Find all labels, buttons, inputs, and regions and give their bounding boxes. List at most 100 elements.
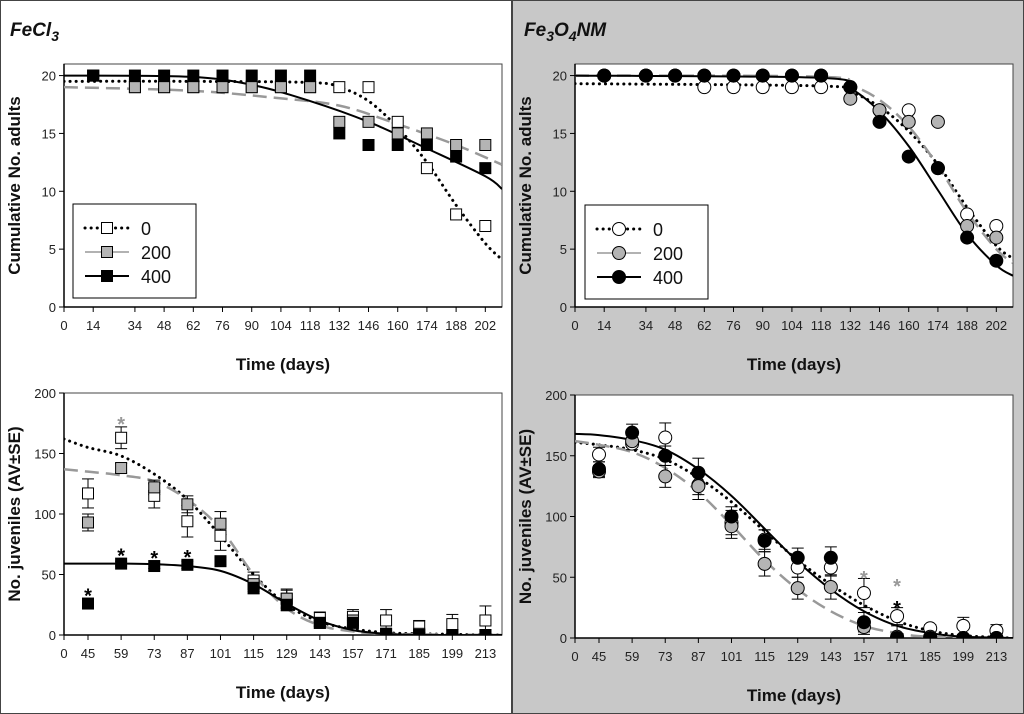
data-point-400 xyxy=(450,150,463,163)
x-axis-label: Time (days) xyxy=(747,355,841,374)
x-tick-label: 171 xyxy=(886,649,908,664)
fit-line-400 xyxy=(64,74,502,190)
plot-content xyxy=(575,422,1013,638)
x-tick-label: 129 xyxy=(276,646,298,661)
data-point-400 xyxy=(757,533,772,548)
data-point-200 xyxy=(128,81,141,94)
x-tick-label: 45 xyxy=(81,646,95,661)
data-point-0 xyxy=(362,81,375,94)
x-tick-label: 188 xyxy=(956,318,978,333)
fit-line-200 xyxy=(64,467,502,635)
legend-box xyxy=(584,204,709,300)
data-point-400 xyxy=(923,631,938,638)
x-tick-label: 0 xyxy=(60,318,67,333)
right-panel-title: Fe3O4NM xyxy=(524,20,607,44)
data-point-200 xyxy=(362,115,375,128)
significance-asterisk: * xyxy=(117,546,125,568)
data-point-400 xyxy=(956,631,971,638)
data-point-200 xyxy=(187,81,200,94)
data-point-0 xyxy=(989,219,1004,233)
x-axis-label: Time (days) xyxy=(236,355,330,374)
x-tick-label: 199 xyxy=(952,649,974,664)
x-tick-label: 34 xyxy=(639,318,653,333)
data-point-400 xyxy=(128,69,141,82)
y-axis-label: Cumulative No. adults xyxy=(516,96,535,275)
x-tick-label: 143 xyxy=(309,646,331,661)
data-point-400 xyxy=(413,629,426,635)
significance-asterisk: * xyxy=(117,414,125,436)
x-tick-label: 132 xyxy=(839,318,861,333)
data-point-200 xyxy=(872,103,887,118)
data-point-400 xyxy=(930,161,945,176)
x-tick-label: 174 xyxy=(927,318,949,333)
data-point-400 xyxy=(214,555,227,568)
x-tick-label: 14 xyxy=(86,318,100,333)
x-tick-label: 115 xyxy=(243,646,264,661)
data-point-400 xyxy=(158,69,171,82)
x-tick-label: 14 xyxy=(597,318,611,333)
y-tick-label: 200 xyxy=(545,388,567,403)
data-point-200 xyxy=(790,581,805,596)
data-point-200 xyxy=(333,115,346,128)
data-point-400 xyxy=(755,68,770,83)
data-point-200 xyxy=(843,91,858,106)
significance-asterisk: * xyxy=(860,568,868,590)
data-point-0 xyxy=(479,614,492,627)
data-point-400 xyxy=(87,69,100,82)
legend-box xyxy=(72,203,197,299)
y-tick-label: 20 xyxy=(42,69,56,84)
data-point-0 xyxy=(450,208,463,221)
data-point-0 xyxy=(956,618,971,633)
x-tick-label: 87 xyxy=(691,649,705,664)
y-axis-label: No. juveniles (AV±SE) xyxy=(516,429,535,604)
x-tick-label: 76 xyxy=(215,318,229,333)
fit-line-200 xyxy=(64,85,502,166)
data-point-0 xyxy=(115,431,128,444)
data-point-200 xyxy=(450,139,463,151)
data-point-0 xyxy=(755,80,770,95)
y-tick-label: 10 xyxy=(42,184,56,199)
data-point-200 xyxy=(304,81,317,94)
plot-content xyxy=(64,69,502,262)
fit-line-400 xyxy=(575,74,1013,277)
data-point-400 xyxy=(872,114,887,129)
x-tick-label: 0 xyxy=(571,649,578,664)
legend-marker-400 xyxy=(612,270,626,284)
x-tick-label: 90 xyxy=(755,318,769,333)
x-tick-label: 0 xyxy=(571,318,578,333)
data-point-200 xyxy=(158,81,171,94)
legend: 0 200 400 xyxy=(584,204,709,300)
y-tick-label: 0 xyxy=(49,300,56,315)
data-point-400 xyxy=(625,425,640,440)
x-tick-label: 188 xyxy=(445,318,467,333)
data-point-400 xyxy=(901,149,916,164)
legend-marker-0 xyxy=(612,222,626,236)
data-point-400 xyxy=(989,631,1004,638)
y-axis-label: Cumulative No. adults xyxy=(5,96,24,275)
data-point-400 xyxy=(148,560,161,573)
plot-content xyxy=(64,426,502,635)
data-point-400 xyxy=(697,68,712,83)
x-tick-label: 185 xyxy=(408,646,430,661)
legend-label-400: 400 xyxy=(141,267,171,287)
data-point-0 xyxy=(82,487,94,500)
x-tick-label: 213 xyxy=(986,649,1008,664)
data-point-200 xyxy=(216,81,229,94)
plot-content xyxy=(575,68,1013,277)
y-tick-label: 5 xyxy=(560,242,567,257)
x-tick-label: 104 xyxy=(270,318,292,333)
data-point-400 xyxy=(216,69,229,82)
data-point-400 xyxy=(658,448,673,463)
y-tick-label: 15 xyxy=(42,126,56,141)
data-point-200 xyxy=(691,479,706,494)
legend: 0 200 400 xyxy=(72,203,197,299)
significance-asterisk: * xyxy=(84,586,92,608)
legend-marker-0 xyxy=(101,222,113,234)
y-tick-label: 50 xyxy=(42,568,56,583)
x-tick-label: 118 xyxy=(811,318,832,333)
data-point-400 xyxy=(790,550,805,565)
data-point-0 xyxy=(726,80,741,95)
